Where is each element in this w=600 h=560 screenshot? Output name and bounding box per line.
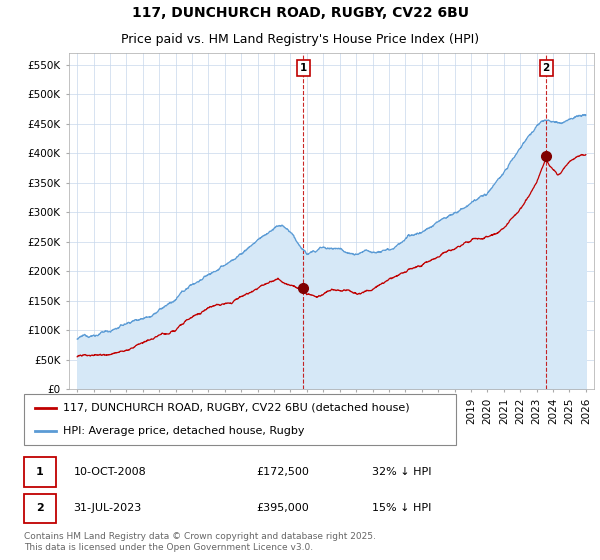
Text: 31-JUL-2023: 31-JUL-2023 <box>74 503 142 513</box>
Text: £395,000: £395,000 <box>256 503 308 513</box>
Text: £172,500: £172,500 <box>256 467 309 477</box>
Text: HPI: Average price, detached house, Rugby: HPI: Average price, detached house, Rugb… <box>63 426 304 436</box>
Text: 2: 2 <box>542 63 550 73</box>
Text: 2: 2 <box>36 503 44 513</box>
Text: 117, DUNCHURCH ROAD, RUGBY, CV22 6BU: 117, DUNCHURCH ROAD, RUGBY, CV22 6BU <box>131 6 469 20</box>
FancyBboxPatch shape <box>24 457 56 487</box>
Text: 15% ↓ HPI: 15% ↓ HPI <box>372 503 431 513</box>
Text: 1: 1 <box>36 467 44 477</box>
Text: Contains HM Land Registry data © Crown copyright and database right 2025.
This d: Contains HM Land Registry data © Crown c… <box>24 533 376 552</box>
FancyBboxPatch shape <box>24 493 56 523</box>
Text: 117, DUNCHURCH ROAD, RUGBY, CV22 6BU (detached house): 117, DUNCHURCH ROAD, RUGBY, CV22 6BU (de… <box>63 403 410 413</box>
Text: 10-OCT-2008: 10-OCT-2008 <box>74 467 146 477</box>
Text: Price paid vs. HM Land Registry's House Price Index (HPI): Price paid vs. HM Land Registry's House … <box>121 32 479 45</box>
FancyBboxPatch shape <box>24 394 456 445</box>
Text: 1: 1 <box>299 63 307 73</box>
Text: 32% ↓ HPI: 32% ↓ HPI <box>372 467 431 477</box>
